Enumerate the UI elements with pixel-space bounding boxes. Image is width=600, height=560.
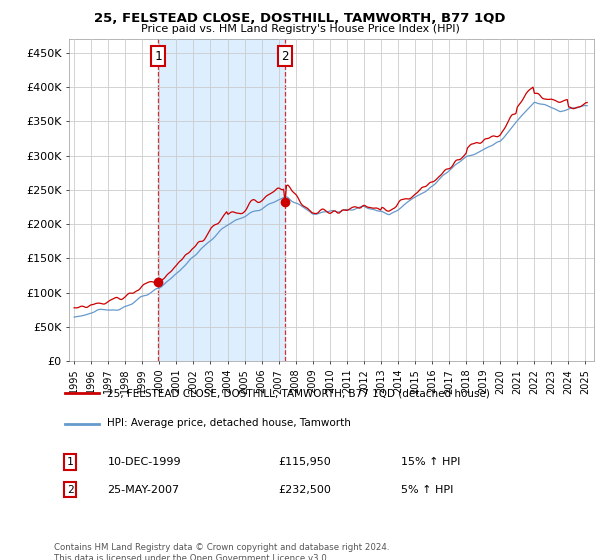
- Text: 2: 2: [67, 484, 73, 494]
- Text: 1: 1: [67, 457, 73, 467]
- Text: 10-DEC-1999: 10-DEC-1999: [107, 457, 181, 467]
- Text: 25, FELSTEAD CLOSE, DOSTHILL, TAMWORTH, B77 1QD: 25, FELSTEAD CLOSE, DOSTHILL, TAMWORTH, …: [94, 12, 506, 25]
- Text: £115,950: £115,950: [278, 457, 331, 467]
- Text: 2: 2: [281, 50, 289, 63]
- Text: 5% ↑ HPI: 5% ↑ HPI: [401, 484, 454, 494]
- Text: HPI: Average price, detached house, Tamworth: HPI: Average price, detached house, Tamw…: [107, 418, 351, 428]
- Text: 1: 1: [154, 50, 162, 63]
- Text: £232,500: £232,500: [278, 484, 331, 494]
- Text: 15% ↑ HPI: 15% ↑ HPI: [401, 457, 460, 467]
- Bar: [158, 39, 285, 361]
- Text: Price paid vs. HM Land Registry's House Price Index (HPI): Price paid vs. HM Land Registry's House …: [140, 24, 460, 34]
- Text: 25-MAY-2007: 25-MAY-2007: [107, 484, 179, 494]
- Text: Contains HM Land Registry data © Crown copyright and database right 2024.
This d: Contains HM Land Registry data © Crown c…: [54, 543, 389, 560]
- Text: 25, FELSTEAD CLOSE, DOSTHILL, TAMWORTH, B77 1QD (detached house): 25, FELSTEAD CLOSE, DOSTHILL, TAMWORTH, …: [107, 388, 490, 398]
